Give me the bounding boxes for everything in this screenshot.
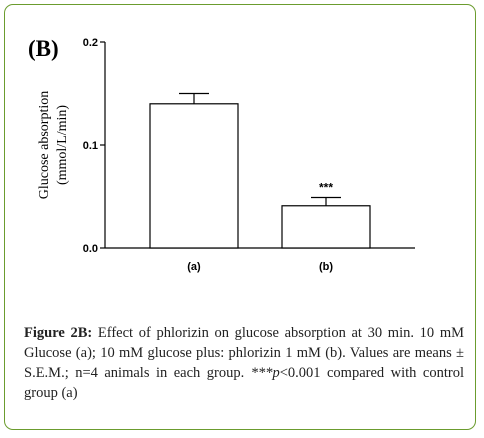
significance-marker: *** <box>319 181 333 195</box>
bar-a <box>149 103 239 249</box>
y-tick-label: 0.2 <box>83 37 98 49</box>
caption-significance: ***p <box>250 365 280 381</box>
y-axis-unit-label: (mmol/L/min) <box>55 105 70 185</box>
y-axis-label: Glucose absorption <box>37 91 52 199</box>
y-axis: 0.0 0.1 0.2 <box>83 37 106 255</box>
bars: *** <box>149 92 371 249</box>
x-tick-label: (b) <box>319 261 333 273</box>
caption-tail: <0.001 compared with control group (a) <box>24 365 464 401</box>
y-tick-label: 0.1 <box>83 140 98 152</box>
caption-text: Effect of phlorizin on glucose absorptio… <box>24 325 464 381</box>
bar-b <box>281 205 371 249</box>
y-tick-label: 0.0 <box>83 243 98 255</box>
bar-chart: 0.00.10.2 (a) (b) *** Glucose absorption … <box>37 37 415 273</box>
figure-caption: Figure 2B: Effect of phlorizin on glucos… <box>24 323 464 403</box>
panel-label: (B) <box>28 36 59 61</box>
figure-frame <box>4 4 476 430</box>
x-tick-label: (a) <box>187 261 201 273</box>
x-axis: (a) (b) <box>105 247 415 273</box>
caption-label: Figure 2B: <box>24 325 93 341</box>
